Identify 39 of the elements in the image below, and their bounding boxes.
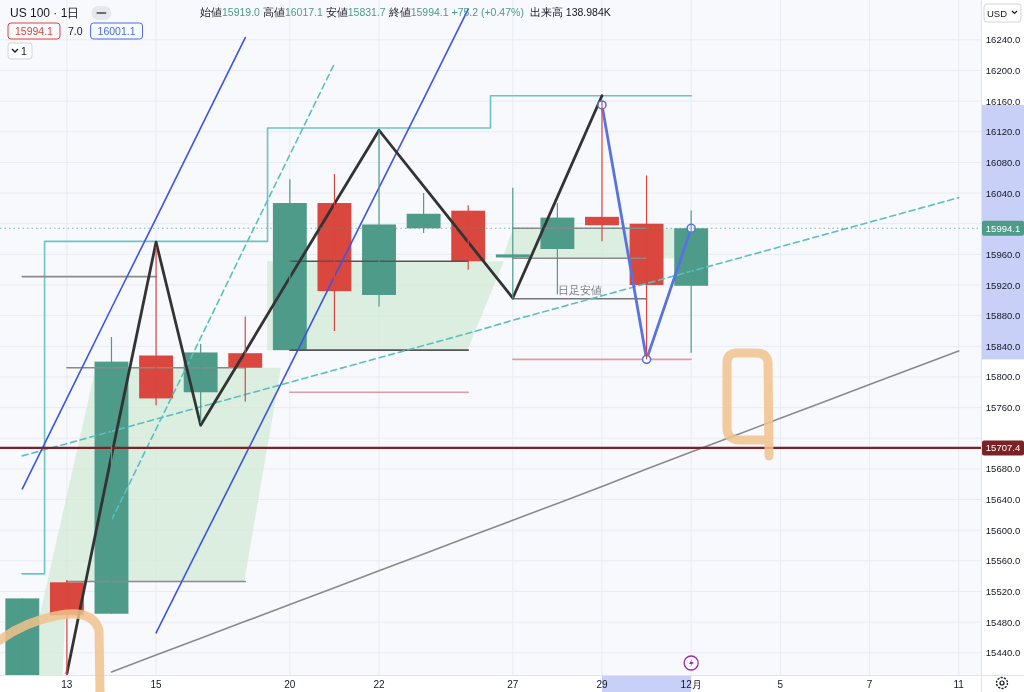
y-tick-label: 15960.0 [985, 248, 1021, 260]
y-tick-label: 16040.0 [985, 187, 1021, 199]
y-tick-label: 15800.0 [985, 371, 1021, 383]
x-tick-label: 13 [61, 678, 73, 690]
x-tick-label: 29 [596, 678, 608, 690]
y-tick-label: 16200.0 [985, 65, 1021, 76]
y-tick-label: 15520.0 [985, 586, 1021, 597]
x-tick-label: 7 [866, 678, 873, 690]
annotation: 15994.1 [15, 25, 53, 37]
x-tick-label: 12月 [680, 678, 702, 690]
y-tick-label: 15600.0 [985, 524, 1021, 536]
annotation: 1 [21, 45, 27, 57]
y-tick-label: 15560.0 [985, 555, 1021, 567]
y-tick-label: 15480.0 [985, 616, 1021, 628]
y-tick-label: 16160.0 [985, 95, 1021, 107]
x-tick-label: 22 [373, 678, 385, 690]
x-tick-label: 5 [777, 678, 784, 690]
y-tick-label: 15440.0 [985, 647, 1021, 659]
x-tick-label: 27 [507, 678, 519, 690]
title: US 100 · 1日 [10, 6, 80, 20]
y-tick-label: 15640.0 [985, 494, 1021, 506]
y-tick-label: 16240.0 [985, 34, 1021, 46]
y-tick-label: 16120.0 [985, 126, 1021, 138]
x-tick-label: 11 [953, 678, 964, 690]
y-tick-label: 16080.0 [985, 156, 1021, 168]
annotation: 出来高 138.984K [529, 6, 611, 18]
annotation: 7.0 [67, 25, 83, 37]
annotation: 16001.1 [97, 25, 136, 37]
ref-label: 15707.4 [985, 442, 1021, 454]
x-tick-label: 15 [150, 678, 162, 690]
y-tick-label: 15760.0 [985, 402, 1021, 414]
series-name: 日足安値 [557, 283, 602, 296]
ref-label: 15994.1 [985, 222, 1021, 234]
annotation: USD [987, 8, 1008, 19]
y-tick-label: 15920.0 [985, 279, 1021, 291]
y-tick-label: 15840.0 [985, 340, 1021, 352]
y-tick-label: 15880.0 [985, 310, 1021, 322]
y-tick-label: 15680.0 [985, 463, 1021, 475]
x-tick-label: 20 [284, 678, 296, 690]
